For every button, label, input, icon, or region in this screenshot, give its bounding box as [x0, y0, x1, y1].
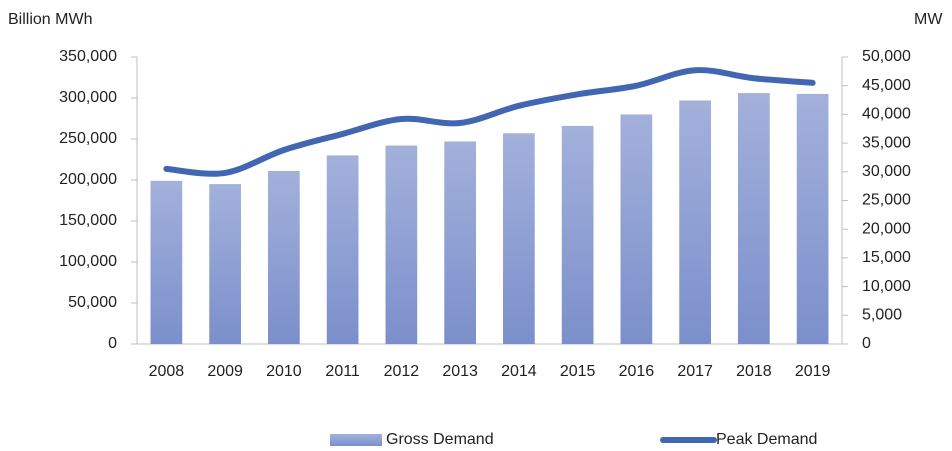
x-tick-label: 2008 — [149, 363, 185, 380]
y-tick-label: 350,000 — [59, 48, 117, 65]
bar — [738, 93, 770, 344]
y-tick-label: 150,000 — [59, 212, 117, 229]
bar — [209, 184, 241, 344]
y-tick-label: 250,000 — [59, 130, 117, 147]
bar — [679, 100, 711, 345]
line — [163, 67, 816, 177]
bar — [561, 125, 594, 344]
y2-tick-label: 40,000 — [862, 106, 911, 123]
y-tick-label: 100,000 — [59, 253, 117, 270]
y2-tick-label: 10,000 — [862, 278, 911, 295]
x-tick-label: 2015 — [560, 363, 596, 380]
legend-label: Gross Demand — [386, 431, 494, 448]
y2-tick-label: 35,000 — [862, 134, 911, 151]
y2-tick-label: 30,000 — [862, 163, 911, 180]
y-tick-label: 200,000 — [59, 171, 117, 188]
bar — [620, 114, 653, 345]
x-tick-label: 2009 — [207, 363, 243, 380]
y-tick-label: 50,000 — [68, 294, 117, 311]
x-tick-label: 2017 — [677, 363, 713, 380]
legend-swatch — [330, 434, 382, 446]
y2-tick-label: 25,000 — [862, 192, 911, 209]
x-tick-label: 2011 — [325, 363, 360, 380]
y2-tick-label: 5,000 — [862, 307, 902, 324]
bar — [150, 180, 183, 344]
x-tick-label: 2010 — [266, 363, 302, 380]
y2-tick-label: 15,000 — [862, 249, 911, 266]
x-tick-label: 2016 — [619, 363, 655, 380]
y-tick-label: 0 — [108, 335, 117, 352]
x-tick-label: 2014 — [501, 363, 537, 380]
x-tick-label: 2019 — [795, 363, 831, 380]
bar — [268, 170, 300, 344]
bar — [385, 145, 418, 344]
legend-label: Peak Demand — [716, 431, 817, 448]
x-tick-label: 2018 — [736, 363, 772, 380]
y2-tick-label: 45,000 — [862, 77, 911, 94]
y2-tick-label: 20,000 — [862, 220, 911, 237]
y2-tick-label: 50,000 — [862, 48, 911, 65]
y-tick-label: 300,000 — [59, 89, 117, 106]
x-tick-label: 2013 — [442, 363, 478, 380]
y-axis-label: Billion MWh — [8, 11, 92, 28]
x-tick-label: 2012 — [384, 363, 420, 380]
bar — [503, 133, 535, 344]
bar — [796, 93, 829, 345]
y2-tick-label: 0 — [862, 335, 871, 352]
bar — [326, 155, 359, 344]
y2-axis-label: MW — [914, 11, 943, 28]
bar — [444, 141, 476, 344]
